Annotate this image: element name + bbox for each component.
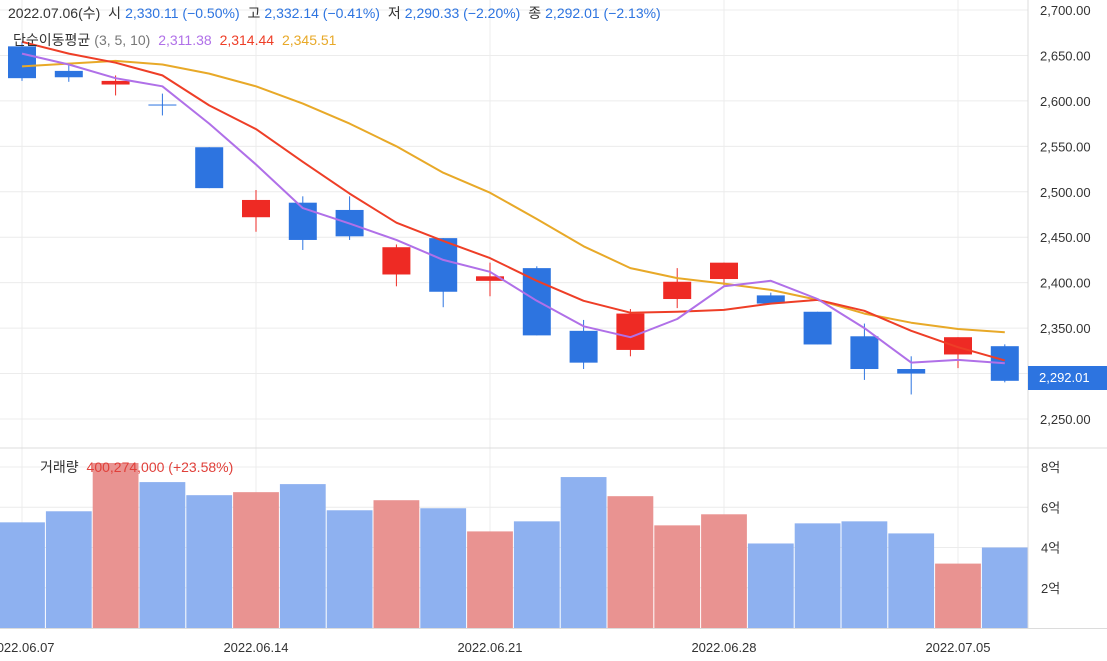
current-price-badge: 2,292.01 [1028, 366, 1107, 390]
volume-bar [467, 531, 513, 628]
volume-bar [139, 482, 186, 628]
candlesticks [8, 41, 1019, 395]
ma5-value: 2,314.44 [219, 32, 275, 48]
volume-bar [654, 525, 701, 628]
price-tick-label: 2,700.00 [1040, 3, 1091, 18]
candle-body [8, 46, 36, 79]
volume-bar [233, 492, 279, 628]
date-label: 2022.07.06(수) [8, 5, 101, 21]
ma3-line [21, 52, 1005, 365]
candle-body [148, 104, 177, 106]
price-tick-label: 2,650.00 [1040, 48, 1091, 63]
volume-bar [560, 477, 607, 628]
volume-bars [0, 462, 1028, 628]
candle-body [710, 262, 738, 280]
price-tick-label: 2,250.00 [1040, 412, 1091, 427]
volume-tick-label: 4억 [1041, 541, 1060, 556]
ma10-line [21, 59, 1005, 334]
close-label: 종 [528, 5, 542, 21]
volume-bar [373, 500, 420, 628]
candle-body [429, 238, 458, 292]
ma3-value: 2,311.38 [158, 32, 212, 48]
volume-bar [420, 508, 467, 628]
low-value: 2,290.33 (−2.20%) [404, 5, 521, 21]
volume-legend-title: 거래량 [40, 459, 79, 475]
volume-tick-label: 8억 [1041, 460, 1060, 475]
date-tick-label: 2022.06.14 [223, 640, 288, 655]
price-tick-label: 2,450.00 [1040, 230, 1091, 245]
candle-body [897, 369, 926, 374]
candle-body [850, 336, 879, 370]
volume-bar [326, 510, 373, 628]
volume-bar [45, 511, 92, 628]
price-tick-label: 2,550.00 [1040, 139, 1091, 154]
volume-bar [92, 462, 139, 628]
ma5-line [21, 40, 1006, 362]
ma-legend: 단순이동평균 (3, 5, 10) 2,311.38 2,314.44 2,345… [13, 30, 340, 50]
price-tick-label: 2,600.00 [1040, 94, 1091, 109]
candle-body [803, 311, 832, 345]
close-value: 2,292.01 (−2.13%) [545, 5, 661, 21]
price-tick-label: 2,350.00 [1040, 321, 1091, 336]
volume-bar [888, 533, 935, 628]
candle-body [944, 337, 972, 355]
volume-bar [794, 523, 841, 628]
volume-bar [0, 522, 45, 628]
candle-body [195, 147, 224, 189]
volume-bar [701, 514, 747, 628]
volume-bar [841, 521, 888, 628]
candle-body [242, 199, 270, 218]
candle-body [476, 276, 504, 281]
volume-legend: 거래량 400,274,000 (+23.58%) [40, 457, 237, 477]
volume-tick-label: 6억 [1041, 500, 1060, 515]
volume-bar [513, 521, 560, 628]
date-tick-label: 2022.06.28 [691, 640, 756, 655]
volume-bar [747, 543, 794, 628]
ma-legend-title: 단순이동평균 [13, 32, 91, 48]
open-label: 시 [108, 5, 122, 21]
volume-bar [279, 484, 326, 628]
candle-body [663, 281, 692, 300]
date-tick-label: 2022.06.21 [457, 640, 522, 655]
price-header: 2022.07.06(수) 시 2,330.11 (−0.50%) 고 2,332.… [8, 3, 665, 23]
date-tick-label: 2022.07.05 [925, 640, 990, 655]
ma10-value: 2,345.51 [281, 32, 337, 48]
date-tick-label: 2022.06.07 [0, 640, 55, 655]
candle-body [382, 247, 411, 275]
volume-bar [981, 547, 1028, 628]
price-tick-label: 2,400.00 [1040, 276, 1091, 291]
volume-bar [935, 563, 981, 628]
ma-legend-params: (3, 5, 10) [94, 32, 151, 48]
volume-legend-value: 400,274,000 (+23.58%) [86, 459, 234, 475]
volume-tick-label: 2억 [1041, 581, 1060, 596]
candle-body [756, 295, 785, 304]
candle-body [616, 313, 645, 350]
moving-average-lines [21, 40, 1006, 365]
volume-bar [607, 496, 654, 628]
open-value: 2,330.11 (−0.50%) [125, 5, 240, 21]
candle-body [54, 70, 83, 78]
high-value: 2,332.14 (−0.41%) [264, 5, 380, 21]
volume-bar [186, 495, 233, 628]
candle-body [101, 80, 130, 85]
high-label: 고 [247, 5, 261, 21]
price-tick-label: 2,500.00 [1040, 185, 1091, 200]
low-label: 저 [387, 5, 401, 21]
candle-body [569, 330, 598, 363]
